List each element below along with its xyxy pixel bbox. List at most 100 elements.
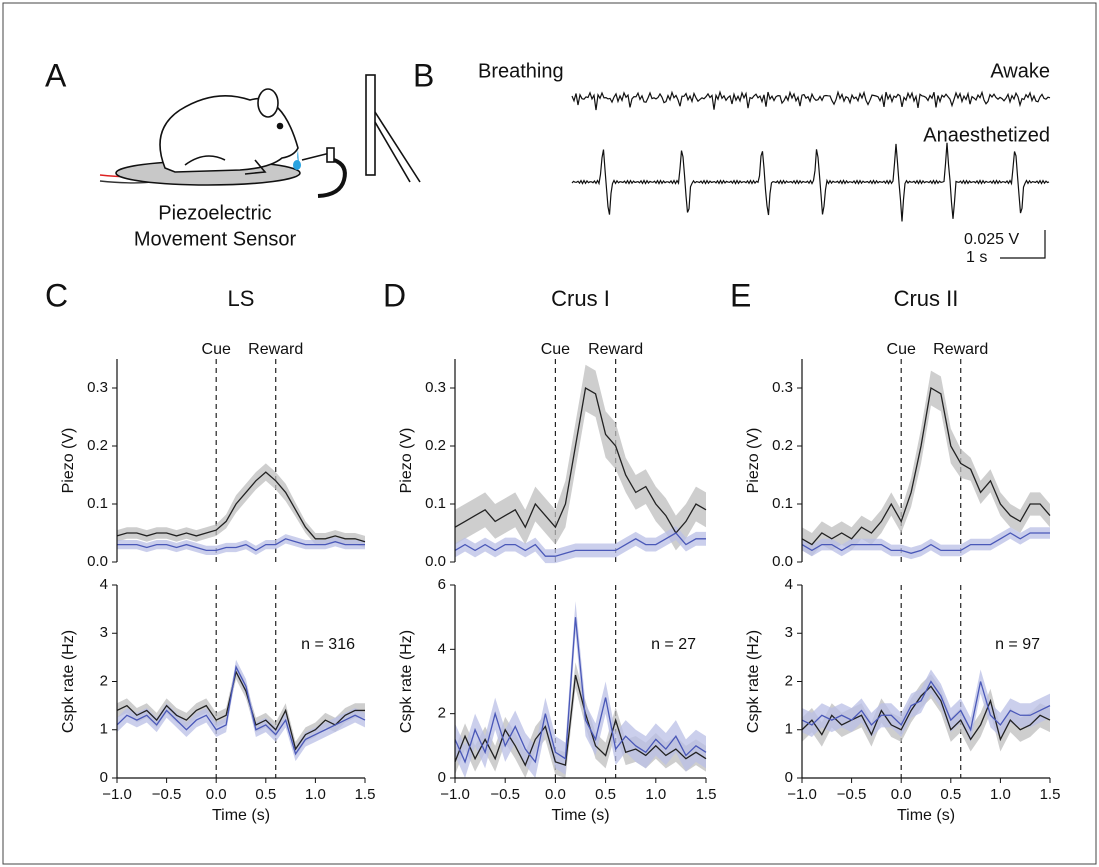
- line: [801, 680, 1051, 732]
- panel-label: D: [383, 277, 406, 313]
- error-band: [802, 370, 1050, 557]
- trace-label: Anaesthetized: [923, 124, 1050, 146]
- event-label: Cue: [202, 341, 231, 358]
- y-tick-label: 4: [438, 640, 446, 657]
- y-tick-label: 4: [785, 576, 793, 593]
- x-tick-label: 1.0: [305, 786, 326, 803]
- error-band: [455, 526, 706, 564]
- y-tick-label: 1: [100, 721, 108, 738]
- y-tick-label: 2: [100, 672, 108, 689]
- x-tick-label: 1.0: [645, 786, 666, 803]
- x-tick-label: 0.5: [595, 786, 616, 803]
- x-tick-label: 0.5: [255, 786, 276, 803]
- panel-label: A: [45, 57, 67, 93]
- y-tick-label: 0: [100, 769, 108, 786]
- x-tick-label: 1.0: [990, 786, 1011, 803]
- line: [116, 471, 366, 543]
- x-tick-label: 0.0: [545, 786, 566, 803]
- scale-label: 1 s: [966, 249, 987, 266]
- y-tick-label: 1: [785, 721, 793, 738]
- error-band: [455, 364, 706, 551]
- annotation: n = 316: [301, 636, 355, 653]
- y-axis-label: Cspk rate (Hz): [745, 630, 762, 733]
- error-band: [802, 669, 1050, 742]
- chart-title: Crus II: [894, 286, 959, 311]
- x-tick-label: 0.0: [206, 786, 227, 803]
- event-label: Cue: [887, 341, 916, 358]
- line: [454, 617, 707, 764]
- panel-label: E: [730, 277, 751, 313]
- y-tick-label: 2: [438, 705, 446, 722]
- mouse-illustration: [99, 74, 421, 198]
- error-band: [117, 659, 365, 762]
- y-tick-label: 0.3: [425, 379, 446, 396]
- y-tick-label: 6: [438, 576, 446, 593]
- chart-title: Crus I: [551, 286, 610, 311]
- x-tick-label: −1.0: [787, 786, 817, 803]
- line: [801, 386, 1051, 546]
- x-tick-label: 0.0: [891, 786, 912, 803]
- x-tick-label: 0.5: [940, 786, 961, 803]
- panel-label: C: [45, 277, 68, 313]
- x-tick-label: −0.5: [152, 786, 182, 803]
- x-tick-label: −1.0: [440, 786, 470, 803]
- trace-label: Awake: [990, 60, 1050, 82]
- x-axis-label: Time (s): [212, 807, 270, 824]
- event-label: Cue: [541, 341, 570, 358]
- x-tick-label: 1.5: [696, 786, 717, 803]
- annotation: n = 97: [995, 636, 1040, 653]
- line: [454, 386, 707, 535]
- y-axis-label: Cspk rate (Hz): [398, 630, 415, 733]
- line: [117, 538, 365, 552]
- y-tick-label: 0.3: [772, 379, 793, 396]
- x-tick-label: −1.0: [102, 786, 132, 803]
- chart-title: LS: [228, 286, 255, 311]
- y-tick-label: 0: [438, 769, 446, 786]
- error-band: [117, 664, 365, 757]
- y-axis-label: Piezo (V): [745, 428, 762, 494]
- y-tick-label: 0.0: [425, 553, 446, 570]
- x-axis-label: Time (s): [551, 807, 609, 824]
- y-tick-label: 0.0: [87, 553, 108, 570]
- y-axis-label: Cspk rate (Hz): [60, 630, 77, 733]
- error-band: [117, 534, 365, 556]
- line: [116, 669, 365, 751]
- y-tick-label: 3: [785, 624, 793, 641]
- event-label: Reward: [933, 341, 988, 358]
- x-tick-label: 1.5: [1040, 786, 1061, 803]
- y-tick-label: 0.1: [425, 495, 446, 512]
- line: [454, 674, 707, 767]
- y-tick-label: 2: [785, 672, 793, 689]
- trace-title: Breathing: [478, 60, 564, 82]
- scale-bar: [1000, 230, 1046, 259]
- y-tick-label: 0.1: [772, 495, 793, 512]
- y-axis-label: Piezo (V): [60, 428, 77, 494]
- y-tick-label: 0.1: [87, 495, 108, 512]
- line: [116, 664, 366, 756]
- y-tick-label: 0.2: [425, 437, 446, 454]
- line: [454, 532, 706, 557]
- x-tick-label: 1.5: [355, 786, 376, 803]
- event-label: Reward: [248, 341, 303, 358]
- y-tick-label: 4: [100, 576, 108, 593]
- y-tick-label: 0.2: [772, 437, 793, 454]
- annotation: n = 27: [651, 636, 696, 653]
- x-tick-label: −0.5: [490, 786, 520, 803]
- y-tick-label: 3: [100, 624, 108, 641]
- x-axis-label: Time (s): [897, 807, 955, 824]
- line: [801, 532, 1050, 554]
- awake-trace: [571, 90, 1051, 111]
- y-tick-label: 0.3: [87, 379, 108, 396]
- scale-label: 0.025 V: [964, 231, 1019, 248]
- y-tick-label: 0: [785, 769, 793, 786]
- x-tick-label: −0.5: [837, 786, 867, 803]
- anaesthetized-trace: [571, 142, 1050, 222]
- y-tick-label: 0.0: [772, 553, 793, 570]
- error-band: [802, 527, 1050, 560]
- panel-label: B: [413, 57, 434, 93]
- y-axis-label: Piezo (V): [398, 428, 415, 494]
- error-band: [117, 463, 365, 548]
- error-band: [455, 601, 706, 778]
